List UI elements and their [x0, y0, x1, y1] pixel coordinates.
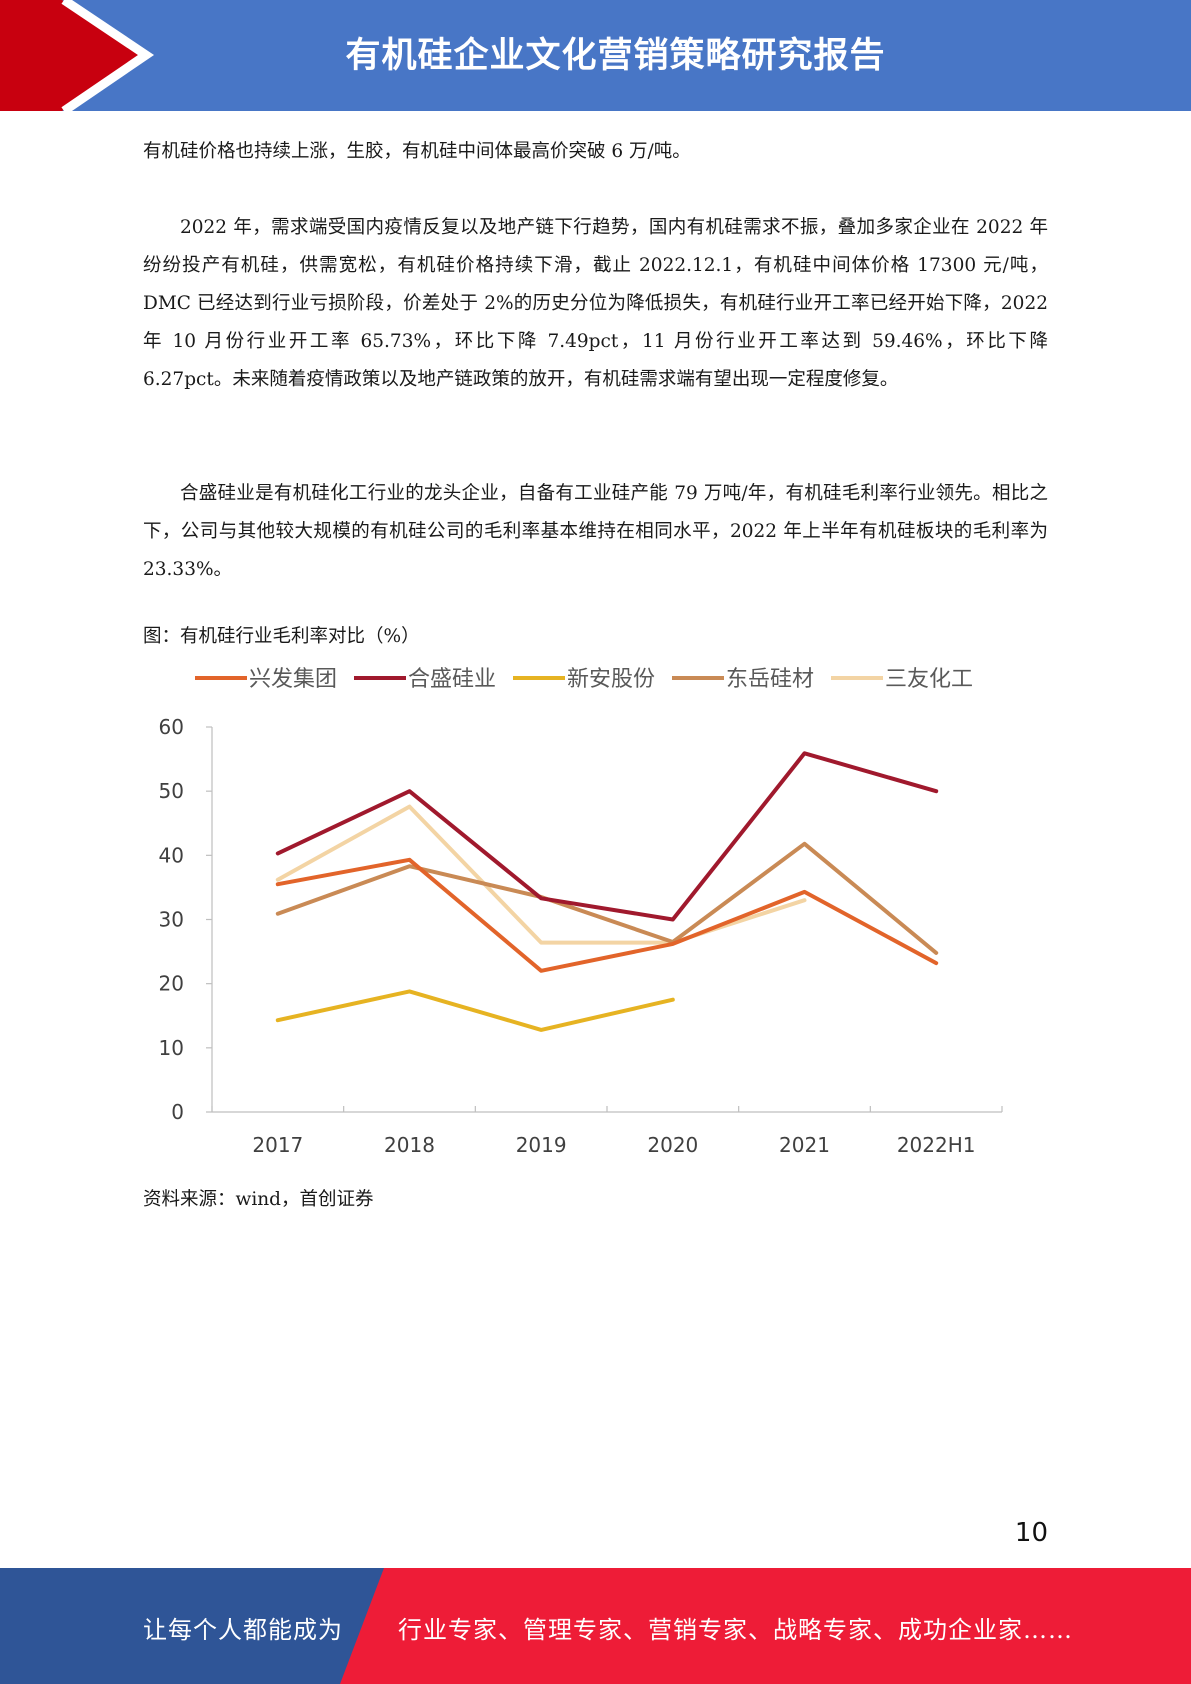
y-tick-label: 40	[159, 843, 184, 867]
x-tick-label: 2020	[647, 1133, 698, 1157]
y-tick-label: 20	[159, 972, 184, 996]
report-title: 有机硅企业文化营销策略研究报告	[345, 35, 886, 76]
y-tick-label: 0	[171, 1100, 184, 1124]
legend-label: 兴发集团	[249, 667, 337, 692]
legend-label: 东岳硅材	[726, 667, 814, 692]
legend-label: 合盛硅业	[408, 667, 496, 692]
figure-caption: 图：有机硅行业毛利率对比（%）	[143, 626, 420, 647]
page-number: 10	[1014, 1518, 1048, 1548]
x-tick-label: 2022H1	[897, 1133, 976, 1157]
body-text-3: 合盛硅业是有机硅化工行业的龙头企业，自备有工业硅产能 79 万吨/年，有机硅毛利…	[143, 475, 1048, 589]
gross-margin-line-chart: 兴发集团 合盛硅业 新安股份 东岳硅材 三友化工 0 10 20 30 40 50 60 2017 20…	[159, 667, 1003, 1157]
x-tick-label: 2018	[384, 1133, 435, 1157]
series-line-1	[275, 751, 939, 922]
y-tick-label: 10	[159, 1036, 184, 1060]
chart-lines	[275, 751, 939, 1032]
y-tick-label: 50	[159, 779, 184, 803]
y-tick-label: 30	[159, 908, 184, 932]
page-header: 有机硅企业文化营销策略研究报告	[0, 0, 1191, 111]
paragraph-3: 合盛硅业是有机硅化工行业的龙头企业，自备有工业硅产能 79 万吨/年，有机硅毛利…	[143, 483, 1048, 580]
chart-legend: 兴发集团 合盛硅业 新安股份 东岳硅材 三友化工	[195, 667, 973, 692]
footer-slogan-right: 行业专家、管理专家、营销专家、战略专家、成功企业家……	[398, 1616, 1073, 1644]
legend-label: 新安股份	[567, 667, 655, 692]
x-tick-label: 2019	[516, 1133, 567, 1157]
x-tick-label: 2017	[252, 1133, 303, 1157]
figure-source: 资料来源：wind，首创证券	[143, 1189, 374, 1210]
paragraph-2: 2022 年，需求端受国内疫情反复以及地产链下行趋势，国内有机硅需求不振，叠加多…	[143, 217, 1048, 390]
paragraph-1: 有机硅价格也持续上涨，生胶，有机硅中间体最高价突破 6 万/吨。	[143, 141, 691, 162]
footer-banner	[0, 1568, 1191, 1684]
header-red-chevron	[0, 0, 155, 111]
series-line-2	[275, 989, 675, 1032]
footer-slogan-left: 让每个人都能成为	[143, 1616, 343, 1644]
legend-label: 三友化工	[885, 667, 973, 692]
body-text: 有机硅价格也持续上涨，生胶，有机硅中间体最高价突破 6 万/吨。	[143, 133, 1048, 171]
y-tick-label: 60	[159, 715, 184, 739]
x-tick-label: 2021	[779, 1133, 830, 1157]
body-text-2: 2022 年，需求端受国内疫情反复以及地产链下行趋势，国内有机硅需求不振，叠加多…	[143, 209, 1048, 399]
series-line-0	[275, 857, 939, 973]
chart-axes: 0 10 20 30 40 50 60 2017 2018 2019 2020 2021 2022H1	[159, 715, 1003, 1157]
series-line-3	[275, 841, 939, 955]
